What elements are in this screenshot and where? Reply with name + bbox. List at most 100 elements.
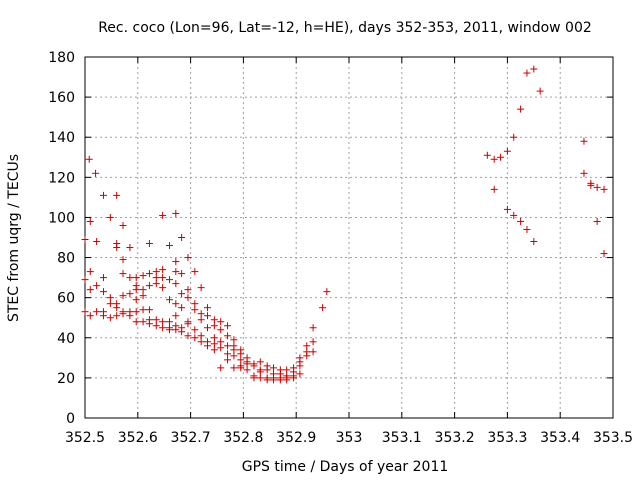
data-point-marker: [237, 356, 245, 364]
data-point-marker: [86, 268, 94, 276]
data-point-marker: [191, 326, 199, 334]
data-point-marker: [309, 348, 317, 356]
data-point-marker: [92, 169, 100, 177]
data-point-marker: [106, 213, 114, 221]
data-point-marker: [587, 181, 595, 189]
data-point-marker: [86, 217, 94, 225]
data-point-marker: [159, 211, 167, 219]
data-point-marker: [276, 376, 284, 384]
data-point-marker: [203, 342, 211, 350]
y-axis-label: STEC from uqrg / TECUs: [6, 154, 22, 322]
data-point-marker: [230, 346, 238, 354]
data-point-marker: [159, 266, 167, 274]
data-point-marker: [536, 87, 544, 95]
data-point-marker: [184, 294, 192, 302]
data-point-marker: [256, 374, 264, 382]
data-point-marker: [263, 366, 271, 374]
data-point-marker: [224, 332, 232, 340]
data-point-marker: [165, 296, 173, 304]
data-point-marker: [126, 274, 134, 282]
data-point-marker: [210, 322, 218, 330]
data-point-marker: [319, 304, 327, 312]
y-tick-label: 40: [57, 331, 75, 347]
data-point-marker: [172, 312, 180, 320]
y-tick-label: 100: [48, 210, 75, 226]
data-point-marker: [126, 244, 134, 252]
data-point-marker: [530, 65, 538, 73]
data-point-marker: [283, 376, 291, 384]
data-point-marker: [184, 254, 192, 262]
data-point-marker: [323, 288, 331, 296]
grid-lines: [85, 57, 613, 418]
y-axis-ticks: 0 20 40 60 80 100 120 140 160 180: [48, 50, 613, 427]
data-point-marker: [172, 268, 180, 276]
data-point-marker: [159, 324, 167, 332]
data-point-marker: [191, 334, 199, 342]
data-point-marker: [217, 344, 225, 352]
data-point-marker: [517, 217, 525, 225]
data-point-marker: [197, 338, 205, 346]
x-tick-label: 353.5: [593, 430, 633, 446]
data-point-marker: [119, 270, 127, 278]
data-point-marker: [172, 280, 180, 288]
data-point-marker: [523, 69, 531, 77]
data-point-marker: [503, 147, 511, 155]
data-point-marker: [250, 374, 258, 382]
data-point-marker: [139, 286, 147, 294]
data-point-marker: [510, 133, 518, 141]
data-point-marker: [490, 155, 498, 163]
data-point-marker: [172, 300, 180, 308]
data-point-marker: [224, 322, 232, 330]
y-tick-label: 60: [57, 291, 75, 307]
x-tick-label: 353.3: [487, 430, 527, 446]
data-point-marker: [86, 312, 94, 320]
data-point-marker: [510, 211, 518, 219]
data-point-marker: [86, 286, 94, 294]
chart-title: Rec. coco (Lon=96, Lat=-12, h=HE), days …: [98, 20, 592, 36]
data-point-marker: [172, 258, 180, 266]
data-point-marker: [184, 332, 192, 340]
data-point-marker: [145, 282, 153, 290]
data-point-marker: [99, 312, 107, 320]
data-point-marker: [132, 318, 140, 326]
data-points: [81, 65, 608, 384]
data-point-marker: [210, 316, 218, 324]
y-tick-label: 20: [57, 371, 75, 387]
data-point-marker: [159, 284, 167, 292]
data-point-marker: [99, 288, 107, 296]
data-point-marker: [197, 332, 205, 340]
data-point-marker: [178, 290, 186, 298]
data-point-marker: [119, 292, 127, 300]
data-point-marker: [230, 364, 238, 372]
x-tick-label: 352.8: [223, 430, 263, 446]
data-point-marker: [113, 312, 121, 320]
data-point-marker: [165, 326, 173, 334]
data-point-marker: [523, 225, 531, 233]
data-point-marker: [224, 342, 232, 350]
data-point-marker: [303, 342, 311, 350]
y-tick-label: 160: [48, 90, 75, 106]
data-point-marker: [152, 280, 160, 288]
data-point-marker: [224, 350, 232, 358]
x-tick-label: 353.2: [435, 430, 475, 446]
data-point-marker: [490, 185, 498, 193]
data-point-marker: [184, 286, 192, 294]
data-point-marker: [197, 316, 205, 324]
x-tick-label: 352.5: [65, 430, 105, 446]
data-point-marker: [217, 364, 225, 372]
x-axis-ticks: 352.5 352.6 352.7 352.8 352.9 353 353.1 353.2 35…: [65, 57, 633, 446]
data-point-marker: [217, 318, 225, 326]
data-point-marker: [256, 358, 264, 366]
data-point-marker: [145, 306, 153, 314]
data-point-marker: [217, 326, 225, 334]
data-point-marker: [243, 366, 251, 374]
data-point-marker: [197, 284, 205, 292]
x-tick-label: 353: [336, 430, 363, 446]
data-point-marker: [230, 336, 238, 344]
y-tick-label: 140: [48, 130, 75, 146]
data-point-marker: [580, 137, 588, 145]
data-point-marker: [152, 274, 160, 282]
data-point-marker: [191, 306, 199, 314]
data-point-marker: [237, 350, 245, 358]
